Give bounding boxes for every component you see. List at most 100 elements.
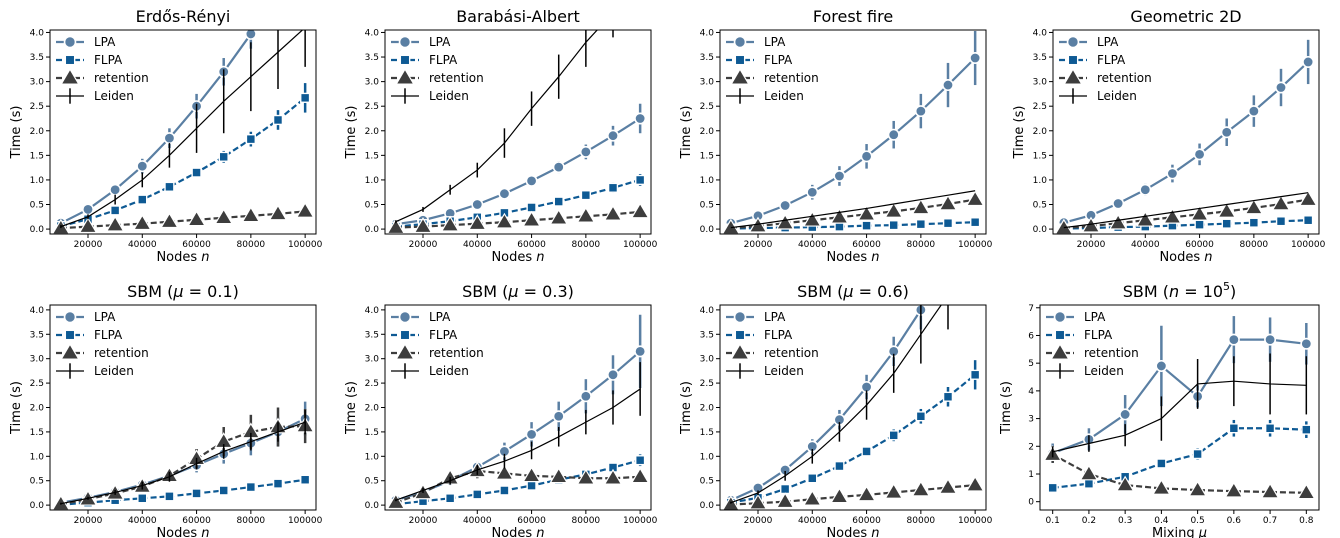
series-retention xyxy=(386,202,650,234)
series-flpa xyxy=(55,83,311,232)
series-line-flpa xyxy=(1052,427,1307,489)
data-point xyxy=(413,217,433,234)
legend-label-retention: retention xyxy=(1097,71,1152,85)
data-point xyxy=(576,468,596,485)
x-tick-label: 80000 xyxy=(572,240,601,250)
data-point xyxy=(137,194,148,205)
data-point xyxy=(861,446,872,457)
x-axis-title: Nodes n xyxy=(156,250,209,265)
data-point xyxy=(833,169,846,182)
legend-label-lpa: LPA xyxy=(764,35,786,49)
chart-panel-4: 0.0 0.5 1.0 1.5 2.0 2.5 3.0 3.5 4.0 20000 40000 600… xyxy=(1012,7,1326,265)
y-tick-label: 1.5 xyxy=(30,151,44,161)
data-point xyxy=(1079,464,1099,481)
data-point xyxy=(606,129,619,142)
chart-panel-8: 0 1 2 3 4 5 6 7 0.1 0.2 0.3 0.4 0.5 0.6 0.7 0.8 Mixing μ… xyxy=(999,280,1320,538)
y-tick-label: 3.0 xyxy=(1033,78,1048,88)
chart-title: Geometric 2D xyxy=(1130,7,1241,26)
x-axis-label-text: Nodes xyxy=(156,250,201,265)
data-point xyxy=(1224,481,1244,498)
x-tick-label: 60000 xyxy=(182,516,211,526)
data-point xyxy=(911,480,931,497)
chart-title: Forest fire xyxy=(813,7,893,26)
y-tick-label: 4.0 xyxy=(30,306,45,316)
series-retention xyxy=(1043,445,1316,500)
x-axis-label-text: Nodes xyxy=(491,250,536,265)
legend-marker-retention xyxy=(1050,343,1070,360)
x-tick-label: 60000 xyxy=(1185,240,1214,250)
legend-label-flpa: FLPA xyxy=(429,328,458,342)
data-point xyxy=(775,492,795,509)
data-point xyxy=(857,204,876,221)
series-retention xyxy=(1054,190,1318,234)
legend-label-leiden: Leiden xyxy=(1084,364,1124,378)
x-tick-label: 80000 xyxy=(572,516,601,526)
x-tick-label: 0.2 xyxy=(1082,516,1096,526)
series-lpa xyxy=(54,30,257,230)
legend-marker-lpa xyxy=(733,310,747,324)
legend: LPA FLPA retention Leiden xyxy=(56,310,149,379)
y-tick-label: 6 xyxy=(1028,331,1034,341)
legend-marker-retention xyxy=(60,343,80,360)
x-axis-variable: n xyxy=(536,250,544,265)
chart-panel-5: 0.0 0.5 1.0 1.5 2.0 2.5 3.0 3.5 4.0 20000 40000 600… xyxy=(9,282,323,538)
series-line-retention xyxy=(395,469,641,504)
data-point xyxy=(1275,81,1288,94)
title-prefix: SBM ( xyxy=(797,282,843,301)
data-point xyxy=(748,493,768,510)
x-axis-label-text: Nodes xyxy=(826,250,871,265)
data-point xyxy=(579,390,592,403)
data-point xyxy=(163,132,176,145)
legend-label-retention: retention xyxy=(429,346,484,360)
x-tick-label: 60000 xyxy=(852,240,881,250)
title-suffix: = 0.1) xyxy=(184,282,239,301)
data-point xyxy=(214,208,234,225)
legend-marker-flpa xyxy=(734,54,746,66)
legend-label-leiden: Leiden xyxy=(764,364,804,378)
data-point xyxy=(495,212,514,229)
series-line-lpa xyxy=(1052,338,1307,455)
y-tick-label: 4.0 xyxy=(30,28,45,38)
y-tick-label: 2.0 xyxy=(1033,127,1048,137)
legend-marker-lpa xyxy=(63,35,77,49)
x-tick-label: 20000 xyxy=(409,240,438,250)
series-line-lpa xyxy=(1063,61,1309,224)
series-line-leiden xyxy=(1052,380,1307,453)
data-point xyxy=(1271,194,1291,211)
legend-label-leiden: Leiden xyxy=(429,89,469,103)
y-tick-label: 0.0 xyxy=(700,501,715,511)
y-tick-label: 2.0 xyxy=(365,404,380,414)
data-point xyxy=(1166,167,1179,180)
data-point xyxy=(300,474,311,485)
y-tick-label: 2.5 xyxy=(30,102,44,112)
chart-title: SBM (μ = 0.6) xyxy=(797,282,909,301)
data-point xyxy=(802,489,822,506)
y-tick-label: 4.0 xyxy=(365,306,380,316)
x-axis-variable: n xyxy=(871,250,879,265)
data-point xyxy=(272,478,284,489)
x-tick-label: 60000 xyxy=(852,516,881,526)
data-point xyxy=(860,150,873,163)
legend-label-lpa: LPA xyxy=(429,310,451,324)
series-flpa xyxy=(1047,419,1312,493)
title-variable: n xyxy=(1169,282,1179,301)
x-axis-label-text: Nodes xyxy=(491,526,536,538)
legend-marker-retention xyxy=(395,343,415,360)
data-point xyxy=(109,183,122,196)
data-point xyxy=(553,196,564,207)
y-tick-label: 0.0 xyxy=(30,225,45,235)
data-point xyxy=(1220,126,1233,139)
y-tick-label: 0 xyxy=(1028,498,1034,508)
data-point xyxy=(440,215,460,232)
legend-marker-flpa xyxy=(734,329,746,341)
legend: LPA FLPA retention Leiden xyxy=(726,310,819,379)
x-tick-label: 20000 xyxy=(1077,240,1106,250)
legend-label-flpa: FLPA xyxy=(764,328,793,342)
x-tick-label: 80000 xyxy=(237,516,266,526)
y-tick-label: 0.0 xyxy=(30,501,45,511)
data-point xyxy=(526,480,537,491)
y-tick-label: 4.0 xyxy=(365,28,380,38)
series-line-lpa xyxy=(60,417,306,504)
data-point xyxy=(884,201,904,218)
